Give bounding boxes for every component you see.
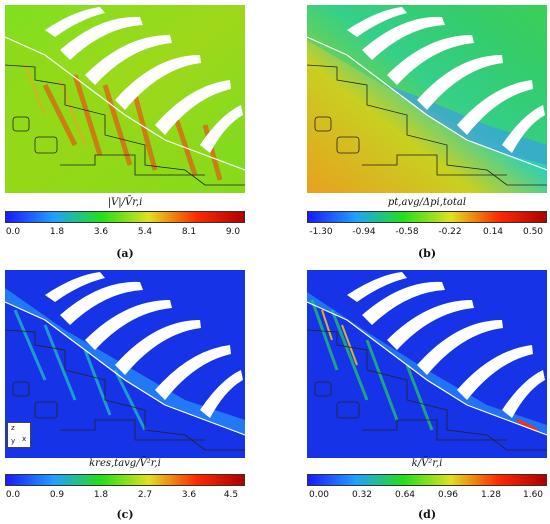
tke-plot [307, 270, 547, 458]
panel-label: (a) [116, 247, 134, 260]
pressure-plot [307, 5, 547, 193]
tick-label: 0.96 [437, 490, 459, 500]
colorbar [5, 474, 245, 486]
colorbar-title: pt,avg/Δpi,total [387, 197, 467, 208]
tick-label: 0.50 [522, 227, 544, 237]
tick-label: 1.28 [480, 490, 502, 500]
tick-label: -0.22 [438, 227, 462, 237]
tick-label: 0.0 [5, 490, 21, 500]
tick-label: 1.8 [49, 227, 65, 237]
colorbar-ticks: -1.30 -0.94 -0.58 -0.22 0.14 0.50 [307, 227, 547, 239]
tick-label: 8.1 [181, 227, 197, 237]
colorbar-ticks: 0.0 0.9 1.8 2.7 3.6 4.5 [5, 490, 245, 502]
tick-label: -0.94 [352, 227, 376, 237]
panel-a: |V|/V̄r,i 0.0 1.8 3.6 5.4 8.1 9.0 (a) [5, 5, 245, 263]
colorbar [5, 211, 245, 223]
tick-label: 0.0 [5, 227, 21, 237]
tick-label: 4.5 [223, 490, 239, 500]
tick-label: 5.4 [137, 227, 153, 237]
velocity-magnitude-plot [5, 5, 245, 193]
colorbar-title: k/V̄²r,i [411, 458, 443, 469]
axis-x-label: x [22, 435, 27, 443]
axis-z-label: z [11, 424, 15, 432]
colorbar [307, 211, 547, 223]
axis-triad: z x y [7, 422, 31, 448]
tick-label: 0.32 [351, 490, 373, 500]
colorbar-ticks: 0.0 1.8 3.6 5.4 8.1 9.0 [5, 227, 245, 239]
panel-label: (d) [417, 508, 437, 521]
panel-c: z x y kres,tavg/V̄²r,i 0.0 0.9 1.8 2.7 3… [5, 270, 245, 524]
tick-label: 2.7 [137, 490, 153, 500]
tick-label: 0.9 [49, 490, 65, 500]
tick-label: 0.00 [308, 490, 330, 500]
colorbar-title: kres,tavg/V̄²r,i [89, 458, 161, 469]
tick-label: 9.0 [225, 227, 241, 237]
colorbar-ticks: 0.00 0.32 0.64 0.96 1.28 1.60 [307, 490, 547, 502]
panel-b: pt,avg/Δpi,total -1.30 -0.94 -0.58 -0.22… [307, 5, 547, 263]
tick-label: 1.8 [93, 490, 109, 500]
resolved-tke-plot: z x y [5, 270, 245, 458]
panel-d: k/V̄²r,i 0.00 0.32 0.64 0.96 1.28 1.60 (… [307, 270, 547, 524]
tick-label: 0.64 [394, 490, 416, 500]
tick-label: -1.30 [309, 227, 333, 237]
panel-label: (b) [417, 247, 437, 260]
colorbar-title: |V|/V̄r,i [107, 197, 143, 208]
tick-label: 1.60 [522, 490, 544, 500]
tick-label: 0.14 [482, 227, 504, 237]
tick-label: -0.58 [395, 227, 419, 237]
panel-label: (c) [116, 508, 134, 521]
tick-label: 3.6 [93, 227, 109, 237]
axis-y-label: y [11, 437, 16, 445]
tick-label: 3.6 [181, 490, 197, 500]
colorbar [307, 474, 547, 486]
